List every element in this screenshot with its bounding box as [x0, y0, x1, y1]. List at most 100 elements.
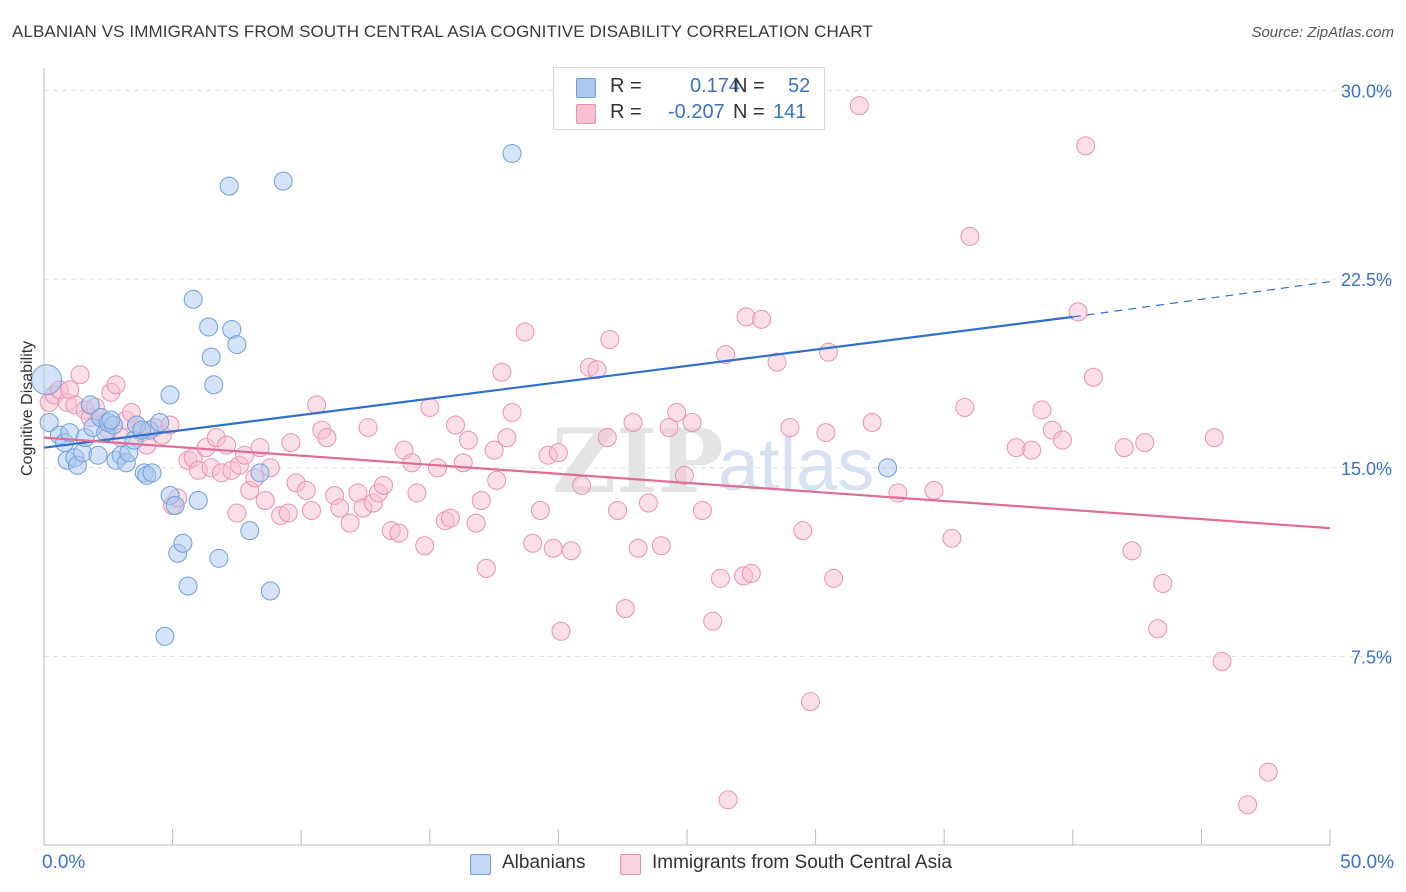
immigrants-legend-swatch: [620, 854, 641, 875]
y-tick-label: 30.0%: [1341, 82, 1392, 102]
albanian-point: [88, 445, 108, 465]
immigrant-point: [824, 568, 844, 588]
immigrant-point: [615, 599, 635, 619]
immigrant-point: [301, 501, 321, 521]
albanian-point: [155, 626, 175, 646]
immigrant-point: [767, 352, 787, 372]
trend-lines: [43, 281, 1331, 530]
immigrant-point: [523, 533, 543, 553]
immigrant-point: [752, 309, 772, 329]
immigrant-point: [440, 508, 460, 528]
immigrant-point: [70, 365, 90, 385]
albanians-n-label: N =: [733, 75, 765, 97]
immigrant-point: [453, 453, 473, 473]
immigrant-point: [862, 413, 882, 433]
immigrant-point: [818, 342, 838, 362]
immigrant-point: [340, 513, 360, 533]
immigrant-point: [561, 541, 581, 561]
x-tick-max: 50.0%: [1340, 852, 1394, 873]
immigrant-point: [1114, 438, 1134, 458]
albanian-point: [160, 385, 180, 405]
watermark-atlas: atlas: [718, 423, 874, 506]
immigrant-point: [716, 345, 736, 365]
albanians-swatch: [576, 78, 596, 98]
immigrant-point: [849, 96, 869, 116]
immigrant-point: [471, 490, 491, 510]
albanian-point: [227, 335, 247, 355]
immigrant-point: [816, 423, 836, 443]
immigrants-n-value: 141: [773, 101, 807, 123]
immigrant-point: [317, 428, 337, 448]
albanians-n-value: 52: [788, 75, 811, 97]
albanian-point: [142, 463, 162, 483]
immigrant-point: [955, 397, 975, 417]
immigrants-r-value: -0.207: [668, 101, 725, 123]
immigrant-point: [1068, 302, 1088, 322]
immigrant-point: [1122, 541, 1142, 561]
albanians-legend-swatch: [470, 854, 491, 875]
y-tick-label: 15.0%: [1341, 459, 1392, 479]
immigrant-point: [1148, 619, 1168, 639]
y-axis-label: Cognitive Disability: [19, 340, 36, 476]
immigrant-point: [551, 621, 571, 641]
immigrant-point: [1032, 400, 1052, 420]
albanian-point: [80, 395, 100, 415]
immigrant-point: [281, 433, 301, 453]
immigrant-point: [374, 475, 394, 495]
albanian-point: [219, 176, 239, 196]
immigrant-point: [446, 415, 466, 435]
immigrant-point: [487, 470, 507, 490]
immigrant-point: [674, 465, 694, 485]
immigrant-point: [458, 430, 478, 450]
albanians-trend-extension: [1072, 281, 1331, 318]
immigrant-point: [484, 440, 504, 460]
immigrant-point: [1258, 762, 1278, 782]
immigrant-point: [543, 538, 563, 558]
immigrant-point: [530, 501, 550, 521]
immigrant-point: [1204, 428, 1224, 448]
immigrant-point: [358, 418, 378, 438]
albanian-point: [201, 347, 221, 367]
immigrant-point: [942, 528, 962, 548]
immigrant-point: [548, 443, 568, 463]
albanian-point: [250, 463, 270, 483]
immigrant-point: [703, 611, 723, 631]
albanian-point: [101, 410, 121, 430]
immigrant-point: [623, 413, 643, 433]
immigrant-point: [227, 503, 247, 523]
albanian-point: [39, 413, 59, 433]
albanian-point: [260, 581, 280, 601]
y-tick-label: 7.5%: [1351, 647, 1392, 667]
x-tick-min: 0.0%: [42, 852, 86, 873]
albanians-r-value: 0.174: [690, 75, 741, 97]
albanian-point: [240, 521, 260, 541]
albanian-point: [150, 413, 170, 433]
immigrant-point: [1135, 433, 1155, 453]
immigrant-point: [428, 458, 448, 478]
albanians-trend-line: [43, 315, 1073, 449]
albanian-point: [199, 317, 219, 337]
immigrant-point: [420, 397, 440, 417]
immigrant-point: [628, 538, 648, 558]
immigrant-point: [600, 330, 620, 350]
immigrant-point: [924, 480, 944, 500]
immigrant-point: [515, 322, 535, 342]
y-tick-labels: 7.5% 15.0% 22.5% 30.0%: [1341, 82, 1392, 668]
stats-legend: R = 0.174 N = 52 R = -0.207 N = 141: [553, 67, 825, 130]
immigrant-point: [718, 790, 738, 810]
immigrant-point: [476, 558, 496, 578]
immigrant-point: [793, 521, 813, 541]
immigrant-point: [278, 503, 298, 523]
axis-layer: [43, 68, 1331, 846]
immigrant-point: [682, 413, 702, 433]
albanian-point: [502, 143, 522, 163]
immigrant-point: [497, 428, 517, 448]
immigrant-point: [492, 362, 512, 382]
immigrant-point: [597, 428, 617, 448]
immigrant-point: [1022, 440, 1042, 460]
immigrant-point: [1076, 136, 1096, 156]
immigrant-point: [741, 563, 761, 583]
albanian-point: [165, 496, 185, 516]
immigrant-point: [1212, 651, 1232, 671]
